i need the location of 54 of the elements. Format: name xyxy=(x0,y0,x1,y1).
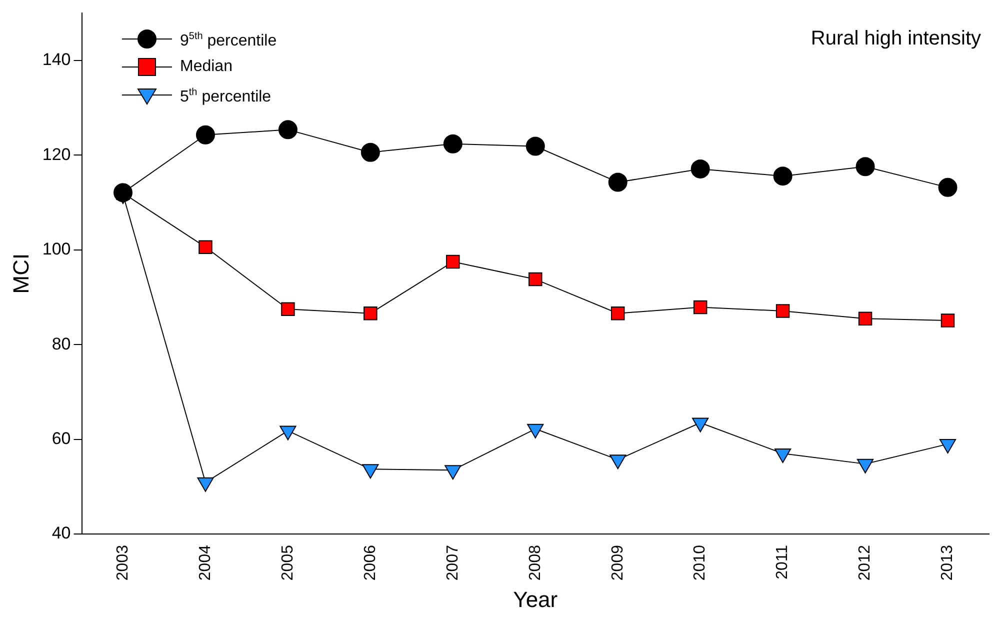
x-tick-label: 2012 xyxy=(856,544,874,581)
x-tick-label: 2009 xyxy=(609,544,626,581)
point xyxy=(528,272,542,286)
x-tick-label: 2007 xyxy=(444,544,462,581)
y-tick-label: 40 xyxy=(52,524,71,543)
point xyxy=(360,142,380,162)
point xyxy=(774,448,792,464)
y-tick-label: 80 xyxy=(52,334,71,354)
x-tick-label: 2004 xyxy=(196,544,214,581)
point xyxy=(773,166,792,186)
point xyxy=(693,300,708,314)
point xyxy=(196,125,215,144)
point xyxy=(856,157,875,176)
point xyxy=(364,306,378,320)
point xyxy=(526,136,545,156)
point xyxy=(281,302,295,316)
point xyxy=(858,312,872,326)
legend-label: 5$^{th}$ percentile xyxy=(180,86,272,108)
x-tick-label: 2006 xyxy=(362,544,379,581)
y-tick-label: 120 xyxy=(42,144,71,164)
point xyxy=(690,159,710,178)
x-tick-label: 2003 xyxy=(114,544,132,581)
point xyxy=(692,418,709,432)
point xyxy=(444,465,462,480)
point xyxy=(610,306,625,320)
x-tick-label: 2005 xyxy=(279,544,296,581)
x-tick-label: 2011 xyxy=(774,544,792,580)
y-tick-label: 140 xyxy=(42,50,71,70)
point xyxy=(856,458,874,474)
y-axis-title: MCI xyxy=(8,253,34,294)
point xyxy=(527,424,544,438)
point xyxy=(280,426,296,440)
x-tick-label: 2008 xyxy=(526,544,544,581)
point xyxy=(443,134,462,154)
x-tick-label: 2013 xyxy=(939,544,956,581)
point xyxy=(776,304,790,318)
x-axis-title: Year xyxy=(513,586,558,612)
point xyxy=(114,183,132,202)
point xyxy=(940,314,955,328)
legend-label: Median xyxy=(180,57,232,78)
point xyxy=(197,477,214,492)
point xyxy=(610,454,626,470)
y-tick-label: 100 xyxy=(42,240,71,259)
x-tick-label: 2010 xyxy=(692,544,709,581)
point xyxy=(608,172,628,192)
y-tick-label: 60 xyxy=(52,429,71,448)
point xyxy=(938,178,958,197)
point xyxy=(278,120,298,140)
point xyxy=(446,254,460,269)
point xyxy=(198,240,212,254)
text: Rural high intensity xyxy=(810,28,981,50)
point xyxy=(939,439,956,454)
legend-label: 9$^{5th}$ percentile xyxy=(180,30,277,52)
point xyxy=(362,464,379,479)
